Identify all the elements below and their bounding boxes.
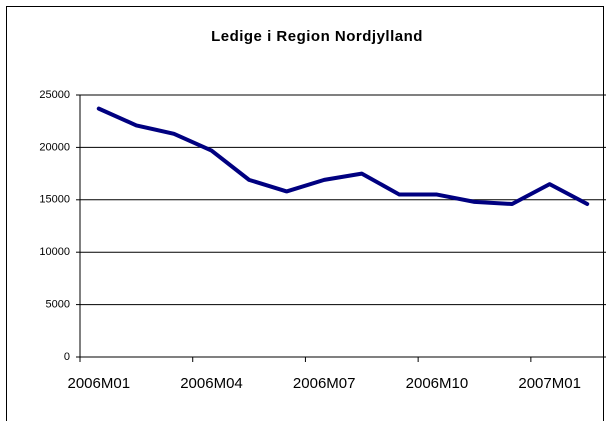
data-line xyxy=(96,106,590,206)
y-tick-label: 10000 xyxy=(39,246,70,258)
y-tick-label: 25000 xyxy=(39,89,70,101)
x-tick-label: 2006M04 xyxy=(180,375,243,392)
x-tick-label: 2006M10 xyxy=(406,375,469,392)
y-tick-label: 20000 xyxy=(39,141,70,153)
x-tick-label: 2007M01 xyxy=(518,375,581,392)
y-tick-label: 15000 xyxy=(39,194,70,206)
x-tick-label: 2006M07 xyxy=(293,375,356,392)
y-tick-label: 5000 xyxy=(46,299,70,311)
x-tick-label: 2006M01 xyxy=(68,375,131,392)
chart-title: Ledige i Region Nordjylland xyxy=(211,28,423,45)
y-tick-label: 0 xyxy=(64,351,70,363)
chart-frame xyxy=(6,6,604,421)
